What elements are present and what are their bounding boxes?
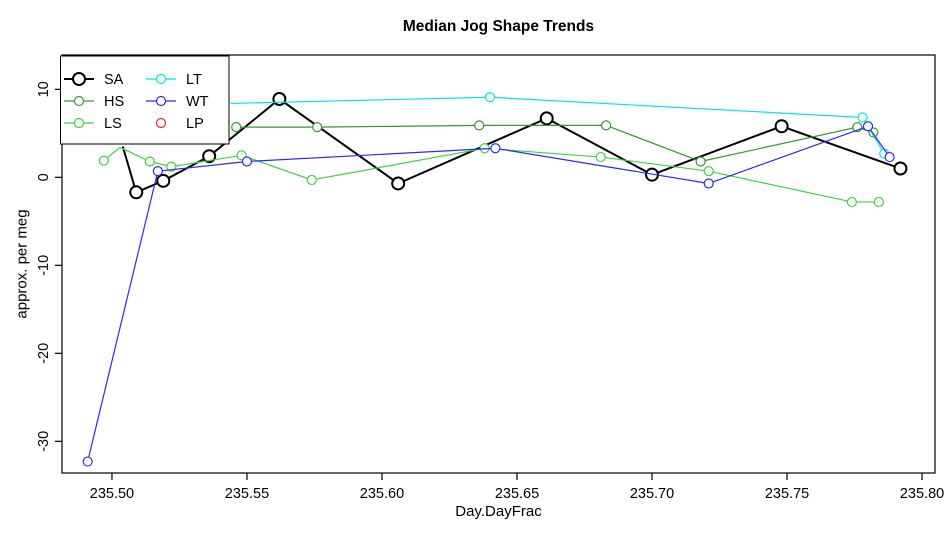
x-tick-label: 235.55 [225, 486, 269, 502]
series-WT-marker [152, 166, 163, 177]
y-tick-label: -30 [36, 431, 52, 452]
series-HS [231, 120, 879, 167]
series-SA-marker [539, 111, 554, 126]
x-tick-label: 235.70 [630, 486, 674, 502]
legend-marker-LP [155, 117, 167, 129]
series-SA-marker [129, 185, 144, 200]
x-axis: 235.50 235.55 235.60 235.65 235.70 235.75 235.… [90, 473, 944, 502]
x-tick-label: 235.75 [765, 486, 809, 502]
legend-item-LS: LS [64, 116, 122, 132]
series-HS-marker [474, 120, 485, 131]
series-LS [98, 143, 884, 208]
legend-label-LS: LS [104, 116, 122, 132]
series-WT-marker [241, 156, 253, 167]
legend-label-LT: LT [186, 72, 202, 88]
legend-marker-WT [155, 95, 167, 107]
legend-label-WT: WT [186, 94, 209, 110]
legend-marker-LT [155, 73, 167, 85]
x-tick-label: 235.80 [900, 486, 944, 502]
legend-marker-LS [73, 117, 85, 129]
series-LT-marker [484, 92, 496, 103]
legend-item-HS: HS [64, 94, 124, 110]
series-HS-marker [601, 120, 612, 131]
y-tick-label: -10 [36, 255, 52, 276]
series-SA-marker [893, 161, 908, 176]
series-LS-line [103, 146, 879, 203]
legend-label-SA: SA [104, 72, 124, 88]
series-SA [121, 92, 908, 200]
legend-item-LT: LT [146, 72, 202, 88]
legend-item-WT: WT [146, 94, 209, 110]
series-SA-marker [774, 119, 789, 134]
series-WT-marker [884, 151, 895, 163]
x-tick-label: 235.50 [90, 486, 134, 502]
series-HS-marker [231, 122, 242, 133]
y-tick-label: 10 [36, 81, 52, 97]
legend-marker-SA [72, 72, 86, 86]
x-axis-title: Day.DayFrac [455, 503, 542, 520]
series-SA-marker [272, 92, 287, 106]
legend-label-HS: HS [104, 94, 124, 110]
series-LS-marker [306, 174, 317, 186]
legend-box [60, 55, 230, 145]
legend-marker-HS [73, 95, 85, 107]
series-LS-marker [846, 196, 857, 208]
series-WT [82, 121, 895, 467]
y-tick-label: 0 [36, 173, 52, 181]
x-tick-label: 235.60 [360, 486, 404, 502]
series-LS-marker [703, 166, 714, 177]
series-SA-marker [391, 176, 406, 191]
series-WT-marker [82, 456, 93, 467]
chart-title: Median Jog Shape Trends [402, 18, 595, 35]
legend-item-SA: SA [64, 72, 124, 88]
series-LS-marker [595, 151, 606, 163]
legend-item-LP: LP [155, 116, 204, 132]
series-LT-line [230, 96, 885, 154]
series-SA-marker [202, 149, 217, 164]
y-tick-label: -20 [36, 343, 52, 364]
series-WT-line [87, 125, 891, 462]
series-SA-marker [156, 173, 171, 188]
series-HS-marker [695, 156, 706, 167]
series-HS-marker [312, 122, 323, 133]
series-LS-marker [98, 155, 109, 166]
legend: SA HS LS LT WT LP [60, 55, 230, 145]
series-SA-line [121, 98, 901, 194]
series-WT-marker [862, 121, 874, 132]
series-LS-marker [144, 156, 155, 167]
y-axis: 10 0 -10 -20 -30 [36, 81, 62, 452]
series-WT-marker [490, 143, 501, 154]
series-LS-marker [873, 196, 884, 208]
series-LT-marker [857, 112, 868, 123]
plot-border [61, 54, 936, 474]
x-tick-label: 235.65 [495, 486, 539, 502]
legend-label-LP: LP [186, 116, 204, 132]
series-WT-marker [703, 178, 714, 189]
